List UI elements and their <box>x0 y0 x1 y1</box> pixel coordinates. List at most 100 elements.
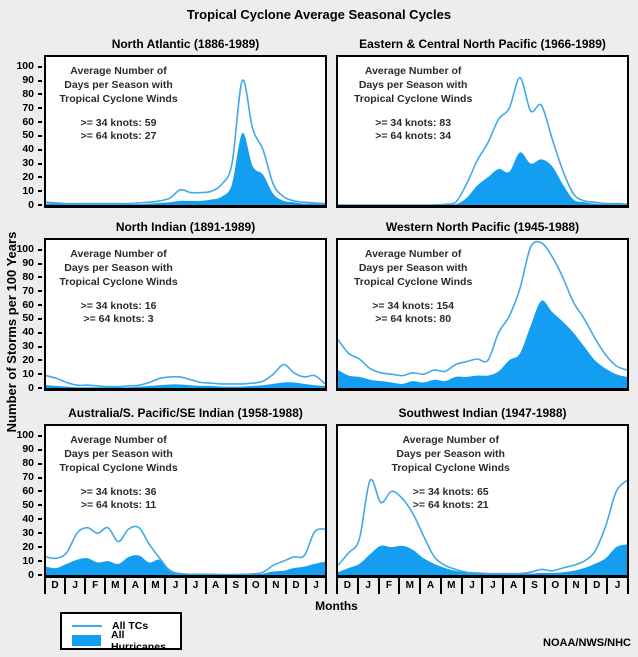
tc-line <box>46 525 325 575</box>
panel-eastern-central-north-pacific: Average Number of Days per Season with T… <box>336 55 629 208</box>
y-tick-mark <box>38 121 42 123</box>
ge34-stat: >= 34 knots: 83 <box>375 116 452 129</box>
legend: All TCs All Hurricanes <box>60 612 182 653</box>
ge64-stat: >= 64 knots: 3 <box>83 313 154 326</box>
y-tick-mark <box>38 290 42 293</box>
month-label: M <box>144 578 164 594</box>
y-tick-mark <box>38 148 42 151</box>
annotation-line: Average Number of <box>70 434 167 446</box>
y-tick-label: 40 <box>22 143 34 156</box>
panel-title-southwest-indian: Southwest Indian (1947-1988) <box>398 406 567 420</box>
area-chart <box>46 525 325 575</box>
month-label: F <box>377 578 399 594</box>
y-tick-label: 80 <box>22 270 34 283</box>
y-tick-label: 30 <box>22 157 34 169</box>
month-label: S <box>523 578 544 594</box>
area-chart <box>338 240 627 388</box>
annotation-line: Days per Season with <box>64 447 173 460</box>
y-tick-label: 0 <box>28 568 34 581</box>
y-tick-mark <box>38 448 42 451</box>
y-tick-mark <box>38 546 42 549</box>
y-tick-label: 80 <box>22 87 34 100</box>
month-label: J <box>356 578 378 594</box>
y-tick-mark <box>38 204 42 206</box>
month-label: O <box>543 578 565 594</box>
y-tick-mark <box>38 107 42 110</box>
y-tick-mark <box>38 190 42 193</box>
y-tick-label: 90 <box>22 74 34 86</box>
month-label: D <box>284 578 305 594</box>
credit-text: NOAA/NWS/NHC <box>543 637 631 649</box>
ge34-stat: >= 34 knots: 154 <box>372 299 454 312</box>
tc-line <box>46 79 325 205</box>
month-label: M <box>439 578 461 594</box>
annotation-line: Tropical Cyclone Winds <box>59 275 178 288</box>
month-label: J <box>481 578 502 594</box>
area-chart <box>338 76 627 205</box>
panel-annotation: Average Number of Days per Season with T… <box>378 434 523 513</box>
annotation-line: Tropical Cyclone Winds <box>353 92 473 105</box>
panel-title-western-north-pacific: Western North Pacific (1945-1988) <box>385 220 580 234</box>
month-label: F <box>84 578 104 594</box>
y-tick-label: 50 <box>22 312 34 325</box>
area-chart <box>338 478 627 575</box>
panel-annotation: Average Number of Days per Season with T… <box>49 65 189 144</box>
y-tick-mark <box>38 262 42 265</box>
y-tick-label: 0 <box>28 198 34 211</box>
hurricane-fill-swatch <box>72 635 102 646</box>
y-axis-ticks-row3: 0 10 20 30 40 50 60 70 80 90 100 <box>0 424 42 581</box>
y-tick-mark <box>38 434 42 437</box>
y-tick-label: 20 <box>22 540 34 553</box>
panel-north-atlantic: Average Number of Days per Season with T… <box>44 55 327 208</box>
panel-annotation: Average Number of Days per Season with T… <box>49 434 189 513</box>
legend-row-hurricanes: All Hurricanes <box>72 629 180 653</box>
legend-label-hurricanes: All Hurricanes <box>111 628 166 653</box>
ge34-stat: >= 34 knots: 59 <box>80 116 157 129</box>
area-chart <box>46 79 325 205</box>
y-tick-label: 40 <box>22 512 34 525</box>
area-chart <box>46 363 325 388</box>
hurricane-area <box>46 555 325 575</box>
hurricane-area <box>338 152 627 205</box>
ge64-stat: >= 64 knots: 27 <box>80 130 157 143</box>
month-label: J <box>64 578 84 594</box>
y-tick-label: 10 <box>22 184 34 197</box>
y-tick-mark <box>38 79 42 82</box>
month-label: N <box>564 578 586 594</box>
y-tick-mark <box>38 134 42 137</box>
y-tick-label: 20 <box>22 353 34 366</box>
annotation-line: Tropical Cyclone Winds <box>353 275 473 288</box>
y-tick-label: 100 <box>16 429 34 442</box>
y-axis-ticks-row1: 0 10 20 30 40 50 60 70 80 90 100 <box>0 55 42 211</box>
ge64-stat: >= 64 knots: 80 <box>375 313 452 326</box>
month-label: A <box>502 578 523 594</box>
y-tick-mark <box>38 248 42 251</box>
panel-australia-s-pacific-se-indian: Average Number of Days per Season with T… <box>44 424 327 578</box>
month-label: D <box>585 578 606 594</box>
month-label: A <box>204 578 225 594</box>
y-tick-mark <box>38 162 42 165</box>
y-tick-mark <box>38 345 42 348</box>
ge64-stat: >= 64 knots: 11 <box>80 499 157 512</box>
annotation-line: Average Number of <box>364 248 462 260</box>
y-tick-label: 10 <box>22 367 34 380</box>
y-tick-mark <box>38 373 42 376</box>
y-tick-mark <box>38 304 42 306</box>
month-label: J <box>184 578 205 594</box>
annotation-line: Days per Season with <box>64 261 173 274</box>
y-tick-label: 60 <box>22 115 34 128</box>
y-tick-label: 90 <box>22 443 34 456</box>
panel-annotation: Average Number of Days per Season with T… <box>341 248 486 327</box>
figure-title: Tropical Cyclone Average Seasonal Cycles <box>186 7 452 22</box>
annotation-line: Tropical Cyclone Winds <box>391 461 510 474</box>
y-tick-mark <box>38 65 42 68</box>
y-tick-label: 90 <box>22 257 34 269</box>
month-label: J <box>305 578 328 594</box>
y-tick-label: 10 <box>22 554 34 567</box>
panel-title-north-indian: North Indian (1891-1989) <box>115 220 256 234</box>
y-tick-mark <box>38 476 42 479</box>
month-label: J <box>164 578 184 594</box>
